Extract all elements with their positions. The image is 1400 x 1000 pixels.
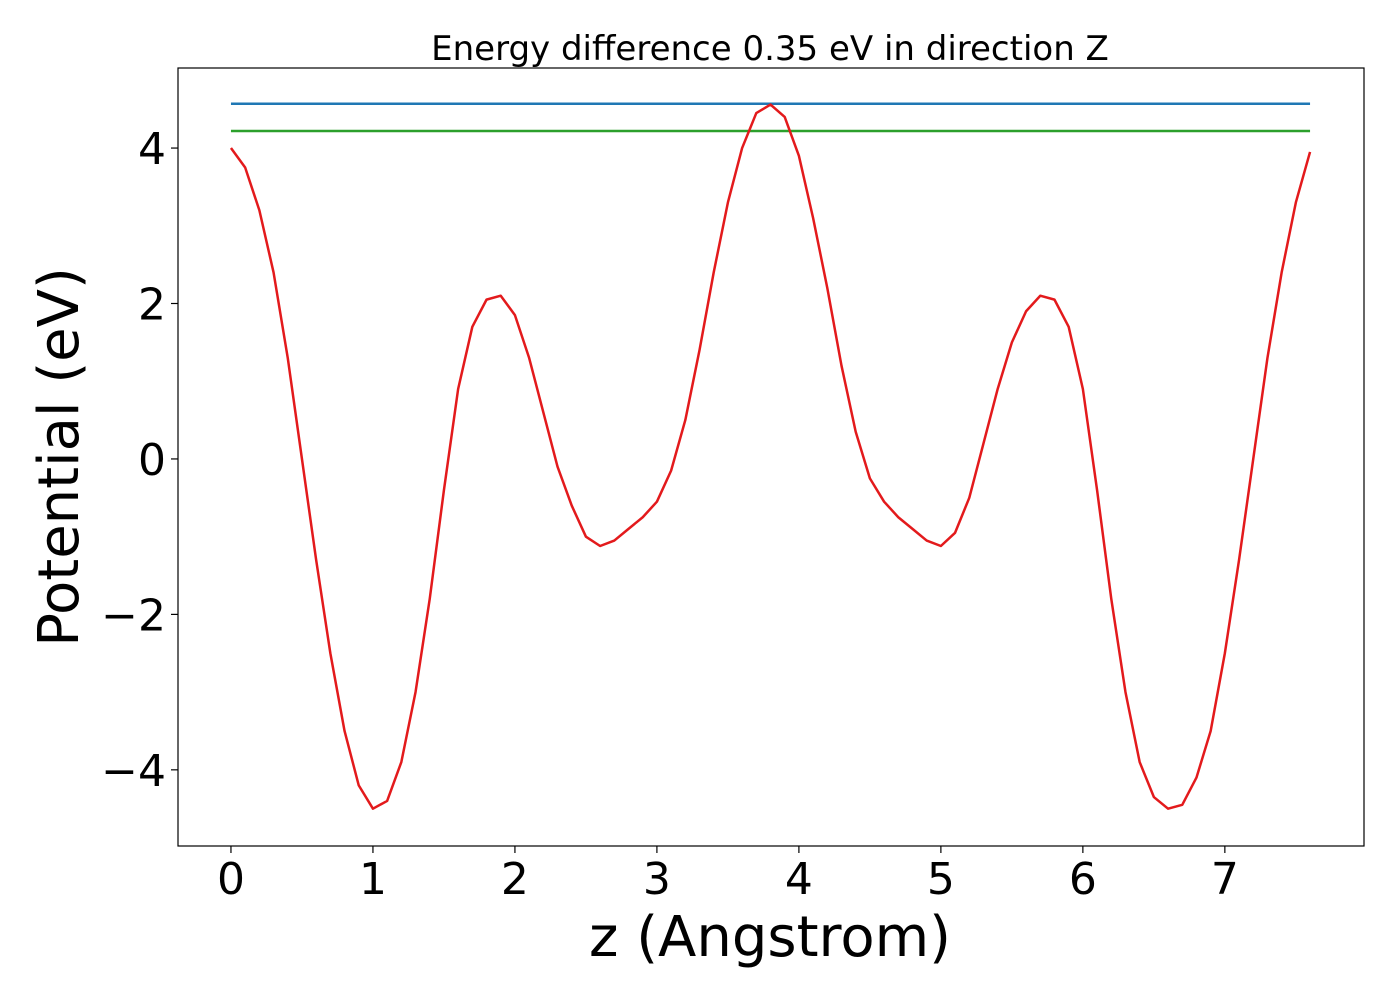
y-tick-label: −2 [101, 590, 166, 641]
x-tick-label: 4 [785, 854, 813, 905]
x-tick-label: 1 [359, 854, 387, 905]
x-tick-label: 3 [643, 854, 671, 905]
x-tick-label: 5 [927, 854, 955, 905]
x-tick-label: 6 [1069, 854, 1097, 905]
y-tick-label: 4 [138, 124, 166, 175]
chart-title: Energy difference 0.35 eV in direction Z [431, 29, 1109, 69]
y-tick-label: 0 [138, 435, 166, 486]
x-tick-label: 7 [1211, 854, 1239, 905]
data-line [229, 103, 1312, 810]
y-axis-label: Potential (eV) [27, 267, 92, 647]
y-tick-label: 2 [138, 279, 166, 330]
x-tick-label: 2 [501, 854, 529, 905]
y-tick-label: −4 [101, 746, 166, 797]
plot-frame [177, 67, 1365, 847]
x-axis-label: z (Angstrom) [589, 905, 951, 970]
x-tick-label: 0 [217, 854, 245, 905]
